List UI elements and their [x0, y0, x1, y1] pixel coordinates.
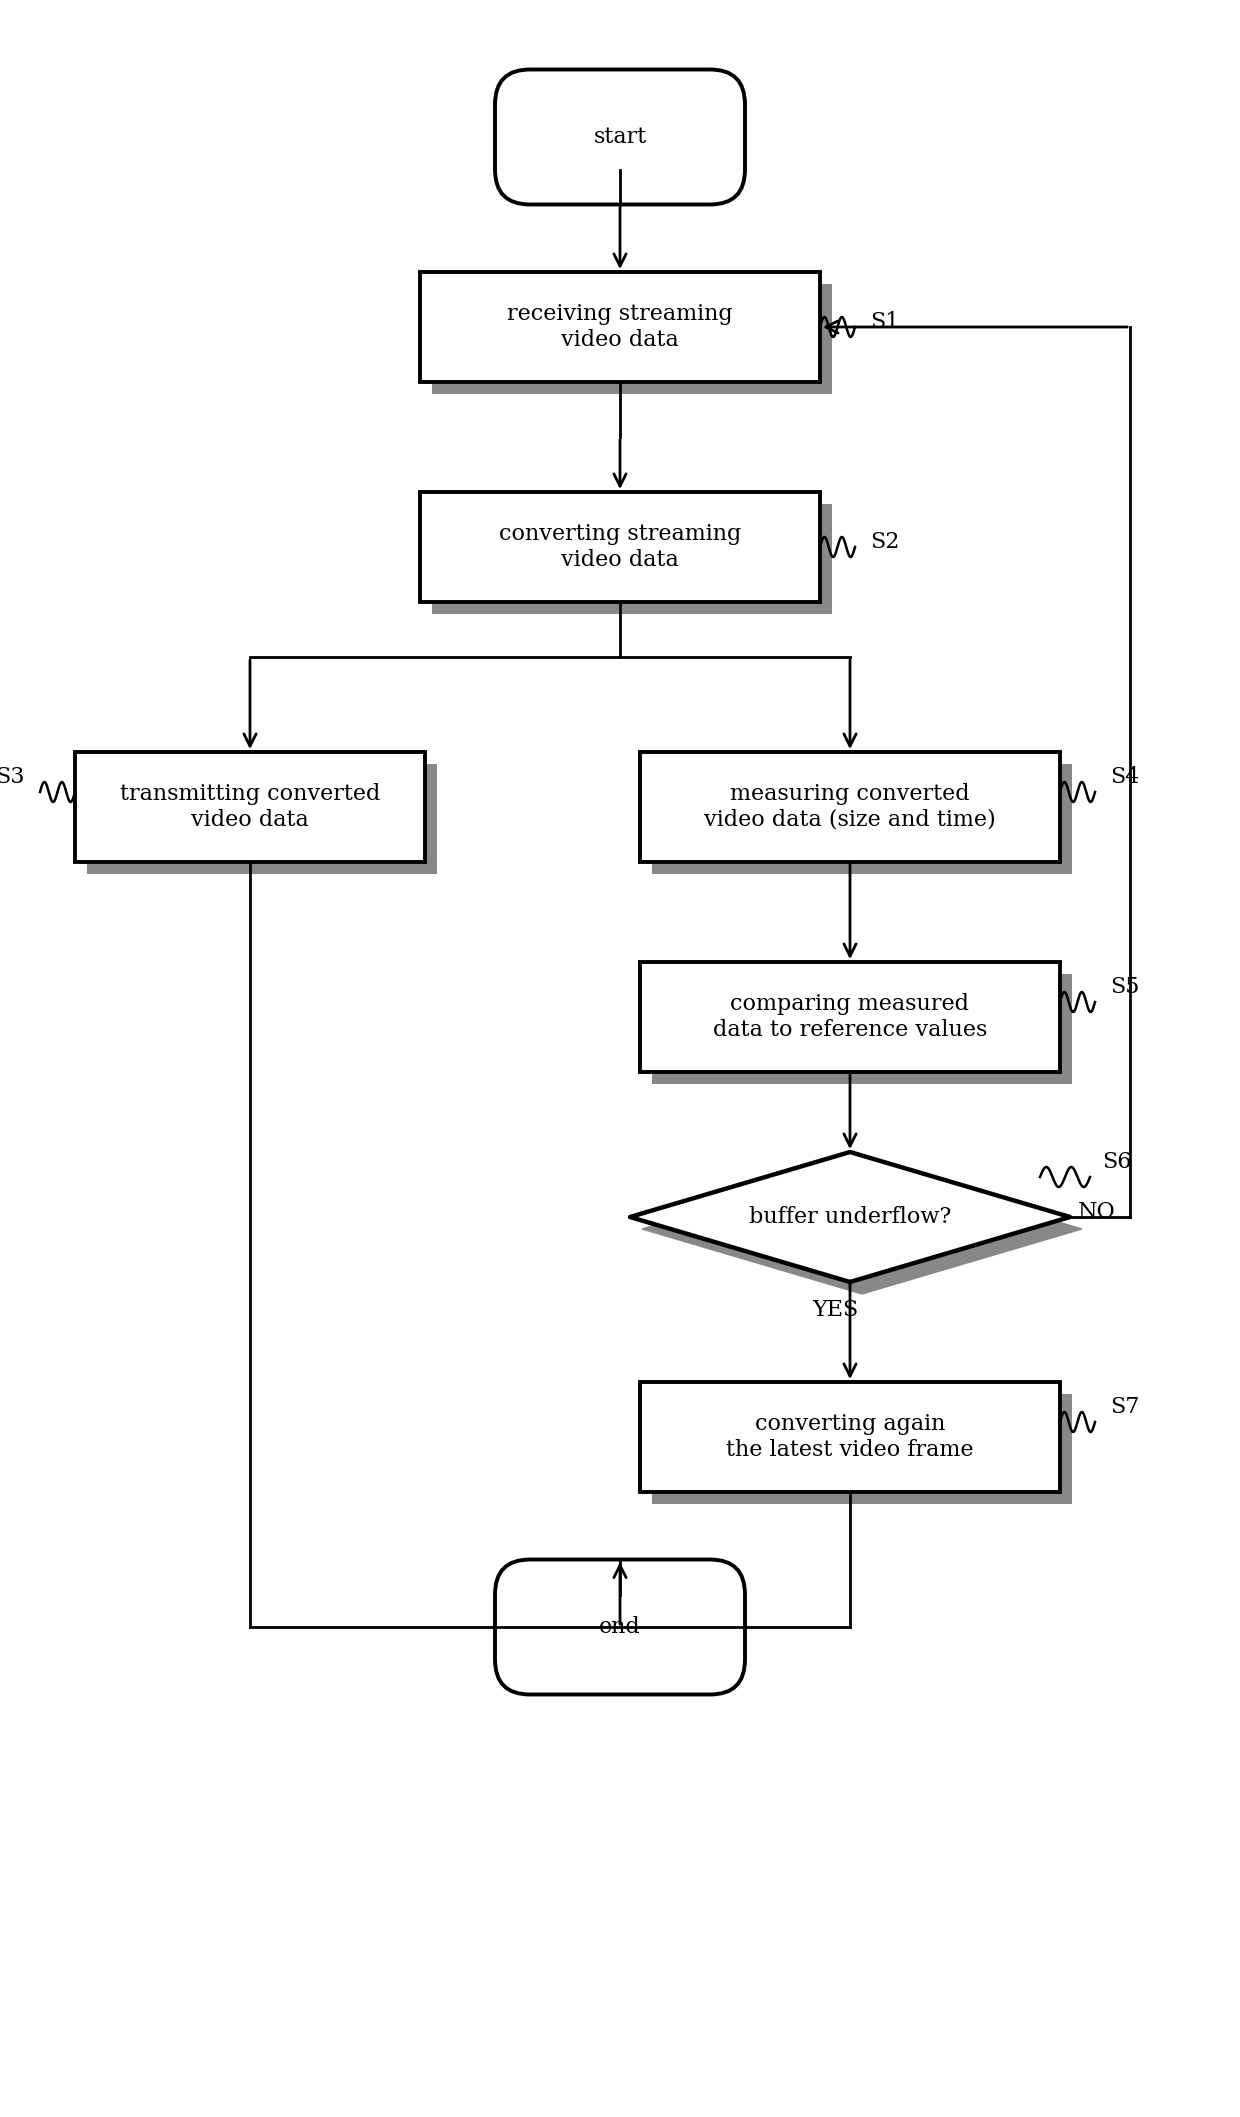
Text: S5: S5 — [1110, 976, 1140, 997]
Text: receiving streaming
video data: receiving streaming video data — [507, 303, 733, 351]
Text: comparing measured
data to reference values: comparing measured data to reference val… — [713, 993, 987, 1042]
Bar — [74, 752, 425, 862]
Polygon shape — [642, 1164, 1083, 1293]
Text: end: end — [599, 1615, 641, 1639]
Bar — [640, 1382, 1060, 1492]
Polygon shape — [630, 1152, 1070, 1283]
Text: S2: S2 — [870, 531, 899, 553]
Text: Fig. 3: Fig. 3 — [567, 74, 673, 106]
Text: converting again
the latest video frame: converting again the latest video frame — [727, 1414, 973, 1461]
Bar — [652, 764, 1073, 874]
Bar — [652, 1393, 1073, 1503]
Bar — [420, 491, 820, 601]
Bar — [432, 504, 832, 614]
Bar — [652, 974, 1073, 1084]
Text: transmitting converted
video data: transmitting converted video data — [120, 783, 381, 830]
FancyBboxPatch shape — [495, 70, 745, 205]
Text: start: start — [594, 127, 646, 148]
FancyBboxPatch shape — [495, 1560, 745, 1694]
Text: measuring converted
video data (size and time): measuring converted video data (size and… — [704, 783, 996, 830]
Text: NO: NO — [1078, 1200, 1116, 1224]
Bar — [640, 961, 1060, 1071]
Bar — [420, 271, 820, 381]
Text: converting streaming
video data: converting streaming video data — [498, 523, 742, 572]
Bar — [87, 764, 436, 874]
Text: buffer underflow?: buffer underflow? — [749, 1207, 951, 1228]
Text: S7: S7 — [1110, 1395, 1140, 1418]
Text: YES: YES — [812, 1300, 858, 1321]
Text: S3: S3 — [0, 766, 25, 788]
Text: S1: S1 — [870, 311, 899, 332]
Bar — [432, 284, 832, 394]
Bar — [640, 752, 1060, 862]
Text: S4: S4 — [1110, 766, 1140, 788]
Text: S6: S6 — [1102, 1152, 1131, 1173]
